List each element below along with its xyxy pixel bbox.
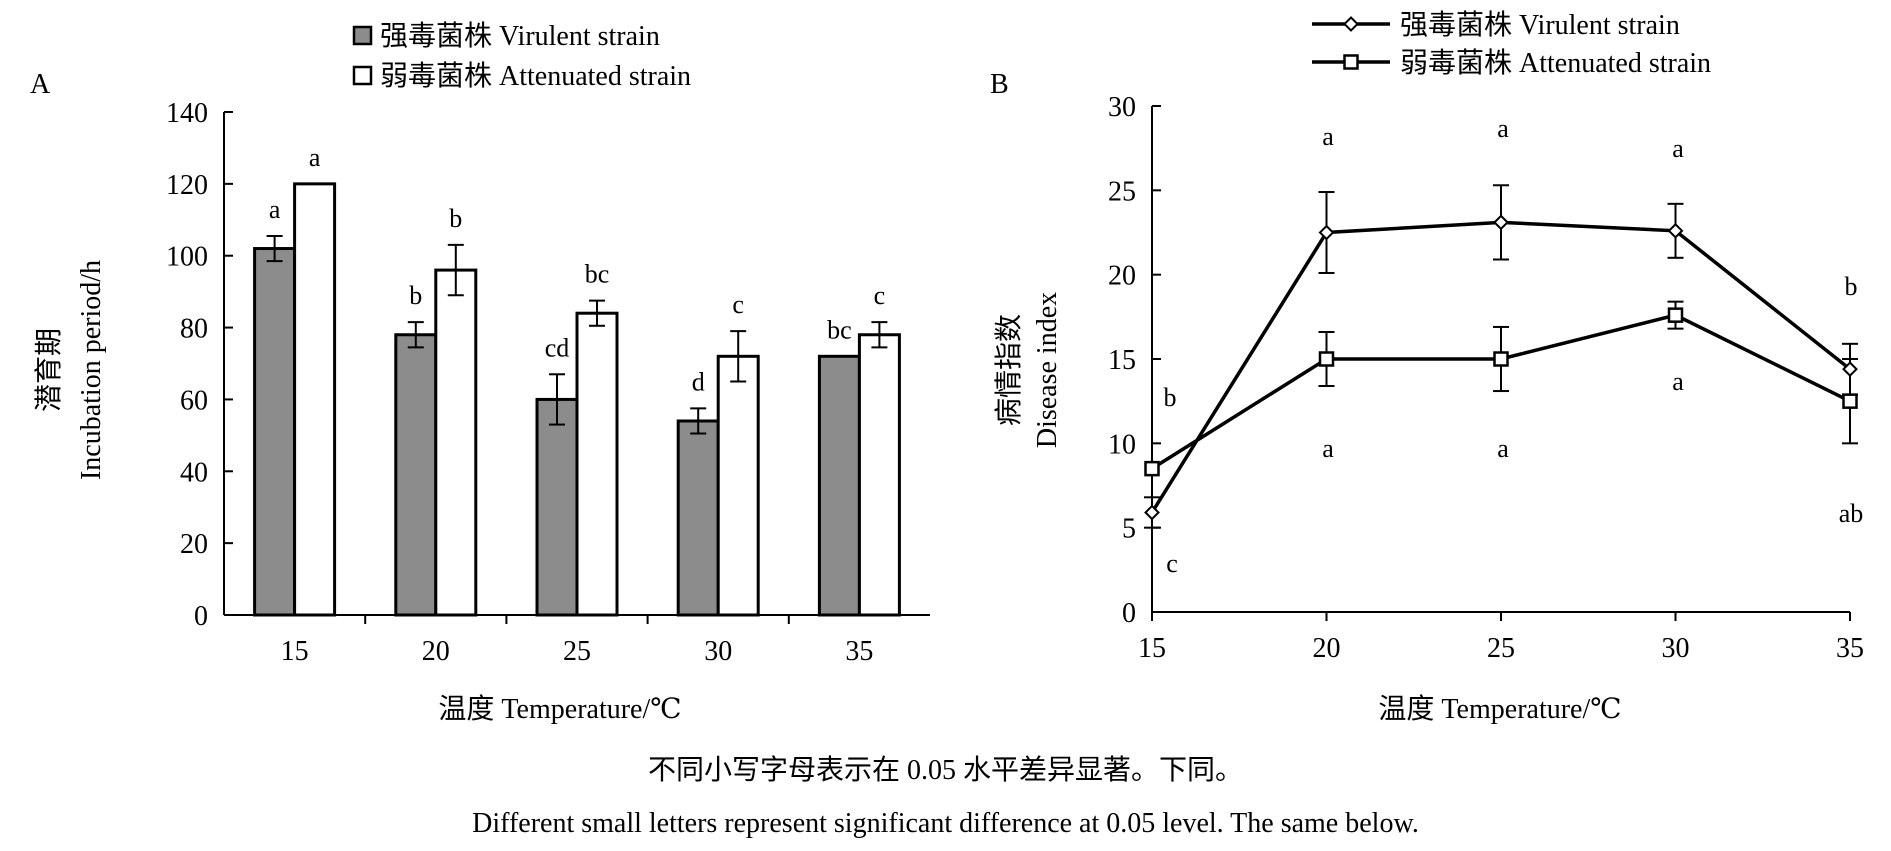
panel-b-significance-letter: ab (1839, 499, 1864, 528)
panel-b-x-tick-label: 20 (1313, 633, 1341, 664)
panel-a-bar-series-1 (716, 354, 760, 617)
panel-a-axes: 0 20 40 60 80 100 120 140 15 20 25 30 35 (166, 98, 930, 667)
panel-a-y-tick-label: 80 (180, 314, 208, 345)
panel-b-line-chart: B 强毒菌株 Virulent strain 弱毒菌株 Attenuated st… (990, 9, 1864, 725)
panel-a-y-tick-label: 120 (166, 170, 208, 201)
panel-b-point-series-1 (1318, 351, 1335, 367)
panel-a-x-tick-label: 15 (281, 636, 309, 667)
panel-a-label: A (30, 69, 51, 100)
footnote-english: Different small letters represent signif… (472, 808, 1419, 839)
panel-a-y-tick-label: 140 (166, 98, 208, 129)
panel-a-bar-series-0 (253, 247, 297, 617)
panel-a-significance-letter: bc (827, 315, 852, 344)
panel-a-bar-series-1 (857, 333, 901, 617)
panel-a-legend-label-1: 弱毒菌株 Attenuated strain (380, 60, 691, 92)
panel-a-legend: 强毒菌株 Virulent strain 弱毒菌株 Attenuated stra… (352, 20, 691, 92)
panel-b-legend-marker-1 (1343, 54, 1359, 70)
panel-b-significance-letter: a (1322, 122, 1334, 151)
panel-a-bar-series-0 (676, 419, 720, 617)
panel-b-point-series-0 (1144, 504, 1160, 521)
panel-b-label: B (990, 69, 1009, 100)
panel-b-y-tick-label: 5 (1122, 514, 1136, 545)
panel-a-bar-series-0 (817, 354, 861, 617)
panel-a-significance-letter: c (874, 281, 886, 310)
panel-b-point-series-0 (1493, 214, 1509, 231)
panel-a-y-tick-label: 60 (180, 385, 208, 416)
panel-a-bar-series-0 (394, 333, 438, 617)
panel-b-y-tick-label: 0 (1122, 598, 1136, 629)
panel-a-bar-series-0 (535, 397, 579, 617)
panel-a-y-tick-label: 40 (180, 457, 208, 488)
panel-b-x-tick-label: 15 (1138, 633, 1166, 664)
panel-b-significance-letter: c (1166, 549, 1178, 578)
panel-b-significance-letter: a (1497, 434, 1509, 463)
panel-b-y-tick-label: 10 (1108, 429, 1136, 460)
panel-b-y-tick-label: 15 (1108, 345, 1136, 376)
panel-b-significance-letter: a (1672, 134, 1684, 163)
panel-b-significance-letter: a (1497, 114, 1509, 143)
panel-b-y-axis-label-en: Disease index (1032, 292, 1063, 448)
panel-a-bar-series-1 (293, 182, 337, 617)
panel-a-bar-chart: A 强毒菌株 Virulent strain 弱毒菌株 Attenuated st… (30, 20, 930, 725)
panel-b-x-tick-label: 25 (1487, 633, 1515, 664)
panel-a-significance-letter: a (309, 143, 321, 172)
panel-a-x-axis-label: 温度 Temperature/℃ (438, 693, 681, 725)
panel-a-y-axis-label-cn: 潜育期 (33, 328, 65, 412)
panel-b-legend-marker-0 (1343, 16, 1359, 32)
panel-b-significance-letter: a (1672, 367, 1684, 396)
panel-a-x-tick-label: 30 (704, 636, 732, 667)
panel-a-legend-label-0: 强毒菌株 Virulent strain (380, 20, 660, 52)
panel-a-x-tick-label: 35 (845, 636, 873, 667)
panel-b-significance-letter: b (1845, 272, 1858, 301)
panel-a-significance-letter: cd (545, 333, 570, 362)
panel-a-significance-letter: bc (585, 260, 610, 289)
panel-a-significance-letter: b (449, 204, 462, 233)
footnote-chinese: 不同小写字母表示在 0.05 水平差异显著。下同。 (647, 755, 1243, 786)
panel-a-significance-letter: c (732, 290, 744, 319)
panel-a-y-tick-label: 20 (180, 529, 208, 560)
panel-b-point-series-0 (1842, 361, 1858, 378)
panel-b-y-tick-label: 20 (1108, 261, 1136, 292)
panel-a-y-tick-label: 0 (194, 601, 208, 632)
panel-a-x-tick-label: 20 (422, 636, 450, 667)
panel-b-significance-letter: a (1322, 434, 1334, 463)
panel-b-y-tick-label: 30 (1108, 92, 1136, 123)
panel-b-significance-letter: b (1164, 383, 1177, 412)
panel-b-y-tick-label: 25 (1108, 176, 1136, 207)
panel-b-point-series-0 (1667, 222, 1684, 239)
panel-a-y-axis-label-en: Incubation period/h (76, 260, 107, 480)
panel-a-legend-swatch-0 (352, 25, 373, 46)
panel-a-significance-letter: a (269, 195, 281, 224)
panel-b-point-series-0 (1318, 224, 1335, 241)
panel-b-point-series-1 (1144, 460, 1160, 477)
panel-b-x-axis-label: 温度 Temperature/℃ (1378, 693, 1621, 725)
panel-b-axes: 0 5 10 15 20 25 30 15 20 25 30 35 (1108, 92, 1864, 664)
panel-b-point-series-1 (1667, 307, 1684, 323)
panel-b-point-series-1 (1493, 351, 1509, 367)
panel-a-legend-swatch-1 (352, 65, 373, 86)
panel-a-y-tick-label: 100 (166, 242, 208, 273)
panel-b-legend-label-1: 弱毒菌株 Attenuated strain (1400, 47, 1711, 79)
panel-b-legend: 强毒菌株 Virulent strain 弱毒菌株 Attenuated stra… (1312, 9, 1711, 79)
panel-b-point-series-1 (1842, 393, 1858, 409)
panel-a-bar-series-1 (575, 311, 619, 617)
panel-a-significance-letter: b (409, 281, 422, 310)
panel-b-x-tick-label: 35 (1836, 633, 1864, 664)
panel-a-bar-series-1 (434, 268, 478, 617)
panel-a-x-tick-label: 25 (563, 636, 591, 667)
panel-b-y-axis-label-cn: 病情指数 (993, 314, 1025, 426)
panel-b-legend-label-0: 强毒菌株 Virulent strain (1400, 9, 1680, 41)
panel-b-x-tick-label: 30 (1662, 633, 1690, 664)
panel-a-significance-letter: d (692, 367, 705, 396)
